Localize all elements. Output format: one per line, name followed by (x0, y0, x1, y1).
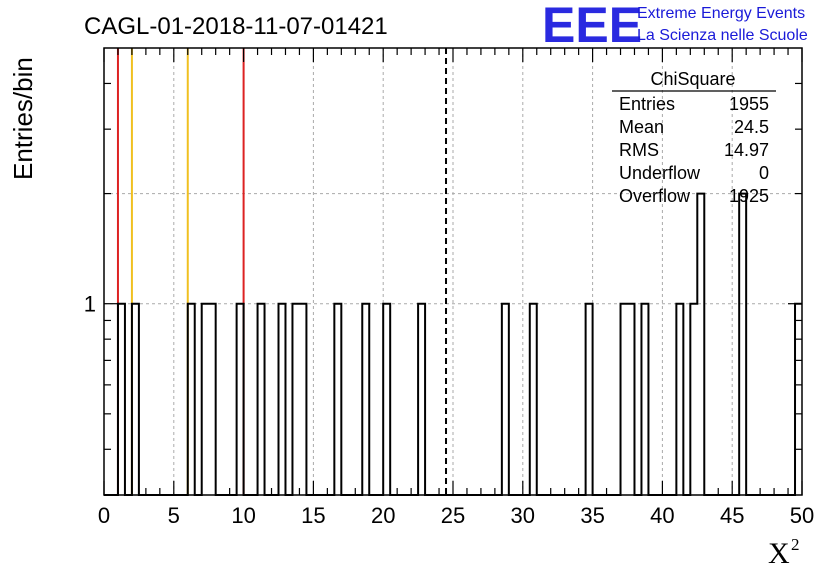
axis-ticks: 0 5 10 15 20 25 30 35 40 45 50 1 (84, 48, 814, 528)
x-axis-label-superscript: 2 (791, 535, 800, 554)
stats-value: 1955 (729, 94, 769, 114)
stats-label: Entries (619, 94, 675, 114)
x-tick-label: 0 (98, 503, 110, 528)
x-tick-label: 50 (790, 503, 814, 528)
x-tick-label: 10 (231, 503, 255, 528)
stats-title: ChiSquare (650, 69, 735, 89)
x-tick-label: 35 (580, 503, 604, 528)
eee-logo-line2: La Scienza nelle Scuole (637, 27, 808, 44)
x-axis-label: X 2 (768, 535, 800, 570)
y-axis-label: Entries/bin (8, 57, 38, 180)
x-tick-label: 45 (720, 503, 744, 528)
stats-label: RMS (619, 140, 659, 160)
x-tick-label: 5 (168, 503, 180, 528)
marker-lines (116, 48, 448, 495)
eee-logo: EEE Extreme Energy Events La Scienza nel… (542, 0, 808, 53)
stats-box: ChiSquare Entries 1955 Mean 24.5 RMS 14.97 Und… (612, 69, 776, 206)
y-tick-label: 1 (84, 292, 96, 317)
stats-label: Underflow (619, 163, 701, 183)
x-tick-label: 15 (301, 503, 325, 528)
stats-value: 24.5 (734, 117, 769, 137)
x-tick-label: 40 (650, 503, 674, 528)
stats-label: Mean (619, 117, 664, 137)
x-tick-label: 20 (371, 503, 395, 528)
stats-value: 0 (759, 163, 769, 183)
stats-label: Overflow (619, 186, 691, 206)
eee-logo-line1: Extreme Energy Events (637, 5, 805, 22)
x-axis-label-base: X (768, 537, 790, 570)
eee-logo-text: EEE (542, 0, 642, 53)
stats-rows: Entries 1955 Mean 24.5 RMS 14.97 Underflow 0 Ove… (619, 94, 769, 206)
chart-title: CAGL-01-2018-11-07-01421 (84, 13, 388, 40)
x-tick-label: 25 (441, 503, 465, 528)
stats-value: 1925 (729, 186, 769, 206)
stats-value: 14.97 (724, 140, 769, 160)
x-tick-label: 30 (511, 503, 535, 528)
